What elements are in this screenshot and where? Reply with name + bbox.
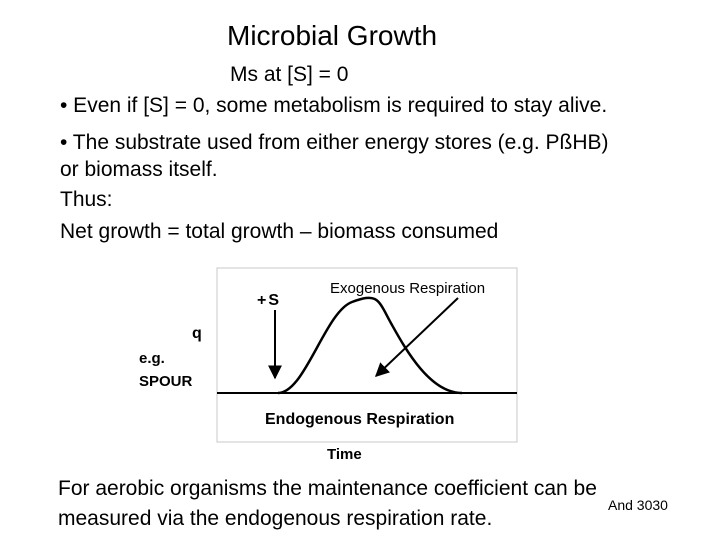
bullet-substrate: • The substrate used from either energy … xyxy=(60,131,609,154)
exogenous-pointer-arrow xyxy=(374,297,459,377)
net-growth-equation: Net growth = total growth – biomass cons… xyxy=(60,220,499,243)
y-axis-label: q xyxy=(192,325,202,342)
slide-subtitle: Ms at [S] = 0 xyxy=(230,63,349,86)
x-axis-label: Time xyxy=(327,446,362,463)
footer-line-1: For aerobic organisms the maintenance co… xyxy=(58,477,597,500)
bullet-metabolism: • Even if [S] = 0, some metabolism is re… xyxy=(60,94,608,117)
footer-line-2: measured via the endogenous respiration … xyxy=(58,507,493,530)
endogenous-respiration-label: Endogenous Respiration xyxy=(265,411,454,428)
y-axis-example-measure: SPOUR xyxy=(139,373,193,390)
page-title: Microbial Growth xyxy=(227,20,438,51)
footer-note: For aerobic organisms the maintenance co… xyxy=(58,474,597,534)
bullet-substrate-continued: or biomass itself. xyxy=(60,158,218,181)
thus-label: Thus: xyxy=(60,188,113,211)
substrate-label: +S xyxy=(257,292,281,309)
slide-reference: And 3030 xyxy=(608,497,668,513)
y-axis-example-label: e.g. xyxy=(139,350,165,367)
exogenous-respiration-label: Exogenous Respiration xyxy=(330,280,485,297)
exogenous-respiration-curve xyxy=(277,296,463,395)
